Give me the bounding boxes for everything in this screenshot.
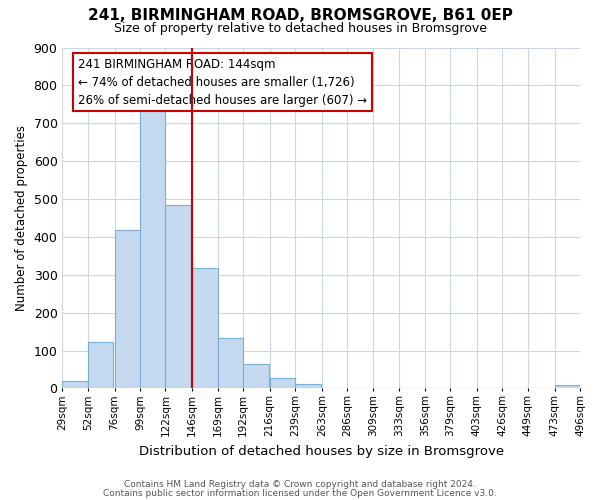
Bar	[192, 268, 218, 388]
Text: Contains HM Land Registry data © Crown copyright and database right 2024.: Contains HM Land Registry data © Crown c…	[124, 480, 476, 489]
Bar	[62, 381, 88, 388]
Text: 241 BIRMINGHAM ROAD: 144sqm
← 74% of detached houses are smaller (1,726)
26% of : 241 BIRMINGHAM ROAD: 144sqm ← 74% of det…	[78, 58, 367, 106]
Bar	[269, 378, 295, 388]
Text: Contains public sector information licensed under the Open Government Licence v3: Contains public sector information licen…	[103, 488, 497, 498]
Y-axis label: Number of detached properties: Number of detached properties	[15, 125, 28, 311]
Bar	[243, 364, 269, 388]
Text: Size of property relative to detached houses in Bromsgrove: Size of property relative to detached ho…	[113, 22, 487, 35]
Bar	[88, 342, 113, 388]
Bar	[554, 384, 580, 388]
Bar	[166, 206, 191, 388]
X-axis label: Distribution of detached houses by size in Bromsgrove: Distribution of detached houses by size …	[139, 444, 504, 458]
Text: 241, BIRMINGHAM ROAD, BROMSGROVE, B61 0EP: 241, BIRMINGHAM ROAD, BROMSGROVE, B61 0E…	[88, 8, 512, 22]
Bar	[140, 111, 166, 388]
Bar	[218, 338, 243, 388]
Bar	[115, 230, 140, 388]
Bar	[295, 384, 320, 388]
